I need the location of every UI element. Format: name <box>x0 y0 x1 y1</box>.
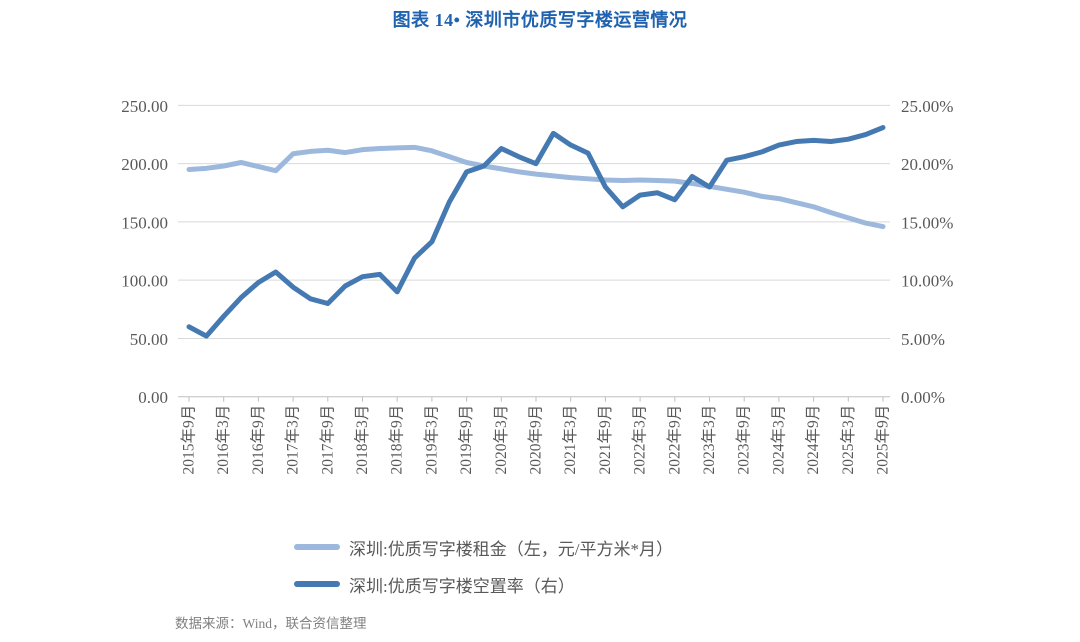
x-axis-label: 2022年3月 <box>631 405 649 475</box>
legend-item-rent: 深圳:优质写字楼租金（左，元/平方米*月） <box>294 533 673 561</box>
rent-line-icon <box>294 544 340 550</box>
y-axis-tick-right: 0.00% <box>901 388 945 407</box>
y-axis-tick-left: 50.00 <box>130 330 168 349</box>
legend-item-vacancy: 深圳:优质写字楼空置率（右） <box>294 570 673 598</box>
y-axis-tick-left: 150.00 <box>121 213 168 232</box>
y-axis-tick-left: 250.00 <box>121 97 168 116</box>
x-axis-label: 2019年9月 <box>457 405 475 475</box>
chart-title: 图表 14• 深圳市优质写字楼运营情况 <box>392 10 688 30</box>
x-axis-label: 2016年9月 <box>249 405 267 475</box>
y-axis-tick-right: 15.00% <box>901 213 953 232</box>
x-axis-label: 2019年3月 <box>422 405 440 475</box>
y-axis-tick-left: 0.00 <box>138 388 168 407</box>
chart-legend: 深圳:优质写字楼租金（左，元/平方米*月） 深圳:优质写字楼空置率（右） <box>294 533 673 607</box>
y-axis-tick-right: 20.00% <box>901 155 953 174</box>
vacancy-line-icon <box>294 581 340 587</box>
rent-series-line <box>186 144 886 230</box>
x-axis-label: 2023年3月 <box>700 405 718 475</box>
y-axis-tick-right: 25.00% <box>901 97 953 116</box>
x-axis-label: 2021年9月 <box>596 405 614 475</box>
x-axis-label: 2020年9月 <box>527 405 545 475</box>
x-axis-label: 2022年9月 <box>665 405 683 475</box>
x-axis-label: 2024年3月 <box>769 405 787 475</box>
x-axis-label: 2021年3月 <box>561 405 579 475</box>
x-axis-label: 2018年9月 <box>388 405 406 475</box>
y-axis-tick-right: 10.00% <box>901 272 953 291</box>
x-axis-label: 2017年3月 <box>284 405 302 475</box>
legend-label-vacancy: 深圳:优质写字楼空置率（右） <box>349 576 575 596</box>
x-axis-label: 2016年3月 <box>214 405 232 475</box>
x-axis-label: 2025年3月 <box>839 405 857 475</box>
y-axis-tick-left: 100.00 <box>121 272 168 291</box>
x-axis-label: 2015年9月 <box>180 405 198 475</box>
y-axis-tick-right: 5.00% <box>901 330 945 349</box>
y-axis-tick-left: 200.00 <box>121 155 168 174</box>
data-source: 数据来源：Wind，联合资信整理 <box>175 616 367 631</box>
x-axis-label: 2017年9月 <box>318 405 336 475</box>
legend-label-rent: 深圳:优质写字楼租金（左，元/平方米*月） <box>349 539 673 559</box>
x-axis-label: 2023年9月 <box>735 405 753 475</box>
vacancy-series-line <box>186 125 886 339</box>
x-axis-label: 2025年9月 <box>874 405 892 475</box>
x-axis-label: 2024年9月 <box>804 405 822 475</box>
x-axis-label: 2018年3月 <box>353 405 371 475</box>
x-axis-label: 2020年3月 <box>492 405 510 475</box>
